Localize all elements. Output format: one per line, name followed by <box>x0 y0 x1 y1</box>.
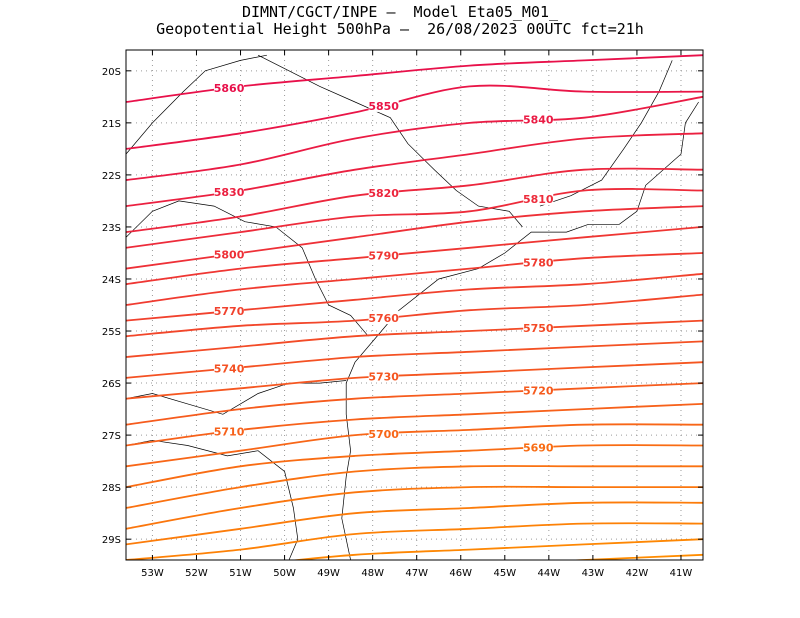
contour-line <box>126 423 703 468</box>
lat-tick-label: 29S <box>102 535 121 546</box>
contour-label-bg <box>214 80 245 94</box>
contour-line <box>126 361 703 400</box>
lat-tick-label: 28S <box>102 483 121 494</box>
lon-tick-label: 52W <box>185 568 208 579</box>
contour-label: 5770 <box>214 305 245 318</box>
contour-label: 5760 <box>368 312 399 325</box>
contour-label: 5790 <box>368 250 399 263</box>
coastline-segment <box>126 439 299 560</box>
contour-line <box>126 522 703 560</box>
contour-line <box>126 54 703 103</box>
contour-label: 5860 <box>214 82 245 95</box>
contour-line <box>126 293 703 338</box>
title-line-2: Geopotential Height 500hPa – 26/08/2023 … <box>156 20 644 38</box>
lon-tick-label: 41W <box>670 568 693 579</box>
contour-label-bg <box>214 304 245 318</box>
lat-tick-label: 23S <box>102 223 121 234</box>
lon-tick-label: 46W <box>449 568 472 579</box>
contour-line <box>126 319 703 358</box>
contour-label-bg <box>368 311 399 325</box>
lat-tick-label: 27S <box>102 431 121 442</box>
lat-tick-label: 20S <box>102 67 121 78</box>
contour-line <box>126 501 703 546</box>
lon-tick-label: 49W <box>317 568 340 579</box>
contour-label-bg <box>368 186 399 200</box>
contour-labels: 5860 5850 5840 5830 5820 5810 5800 5790 5780 5770… <box>214 80 554 455</box>
lon-tick-label: 44W <box>538 568 561 579</box>
height-contours <box>126 54 703 560</box>
contour-label-bg <box>523 255 554 269</box>
lon-tick-label: 45W <box>493 568 516 579</box>
lon-tick-label: 43W <box>582 568 605 579</box>
axis-ticks: 20S 21S 22S 23S 24S 25S 26S 27S 28S 29S 53W 52W 51W 5… <box>102 50 703 579</box>
contour-line <box>126 95 703 181</box>
coastline-segment <box>539 60 673 207</box>
contour-line <box>126 167 703 234</box>
lon-tick-label: 53W <box>141 568 164 579</box>
contour-label: 5780 <box>523 256 554 269</box>
contour-label-bg <box>523 440 554 454</box>
lat-tick-label: 26S <box>102 379 121 390</box>
chart-title: DIMNT/CGCT/INPE – Model Eta05_M01_ Geopo… <box>0 4 800 38</box>
contour-label-bg <box>523 191 554 205</box>
contour-line <box>126 188 703 249</box>
contour-line <box>126 444 703 489</box>
lat-lon-grid <box>126 50 703 560</box>
contour-label-bg <box>214 424 245 438</box>
coastline-segment <box>341 101 699 560</box>
lat-tick-label: 24S <box>102 275 121 286</box>
lat-tick-label: 22S <box>102 171 121 182</box>
lon-tick-label: 51W <box>229 568 252 579</box>
contour-line <box>126 485 703 530</box>
contour-label: 5840 <box>523 114 554 127</box>
contour-label-bg <box>368 369 399 383</box>
contour-line <box>126 252 703 306</box>
contour-line <box>126 84 703 150</box>
contour-label: 5750 <box>523 322 554 335</box>
contour-label-bg <box>368 248 399 262</box>
contour-line <box>126 226 703 286</box>
contour-label-bg <box>523 383 554 397</box>
contour-label-bg <box>214 185 245 199</box>
contour-label-bg <box>523 112 554 126</box>
contour-label: 5800 <box>214 249 245 262</box>
lon-tick-label: 50W <box>273 568 296 579</box>
contour-label-bg <box>214 247 245 261</box>
contour-label: 5720 <box>523 384 554 397</box>
contour-line <box>126 340 703 379</box>
contour-label: 5710 <box>214 425 245 438</box>
contour-label: 5850 <box>368 100 399 113</box>
lon-tick-label: 42W <box>626 568 649 579</box>
coastline-segment <box>126 54 267 155</box>
contour-label-bg <box>214 361 245 375</box>
contour-label: 5810 <box>523 193 554 206</box>
contour-label-bg <box>368 98 399 112</box>
lat-tick-label: 21S <box>102 119 121 130</box>
lon-tick-label: 47W <box>405 568 428 579</box>
lat-tick-label: 25S <box>102 327 121 338</box>
contour-label-bg <box>523 320 554 334</box>
contour-line <box>563 553 703 560</box>
title-line-1: DIMNT/CGCT/INPE – Model Eta05_M01_ <box>241 3 559 21</box>
contour-label-bg <box>368 426 399 440</box>
coastline-and-borders <box>126 54 699 560</box>
contour-label: 5820 <box>368 187 399 200</box>
plot-frame <box>125 49 704 561</box>
contour-line <box>126 272 703 322</box>
contour-label: 5830 <box>214 186 245 199</box>
contour-line <box>126 205 703 270</box>
contour-label: 5690 <box>523 442 554 455</box>
contour-label: 5700 <box>368 428 399 441</box>
lon-tick-label: 48W <box>361 568 384 579</box>
contour-label: 5740 <box>214 362 245 375</box>
contour-label: 5730 <box>368 371 399 384</box>
contour-line <box>288 538 703 560</box>
contour-line <box>126 382 703 426</box>
contour-line <box>126 465 703 509</box>
